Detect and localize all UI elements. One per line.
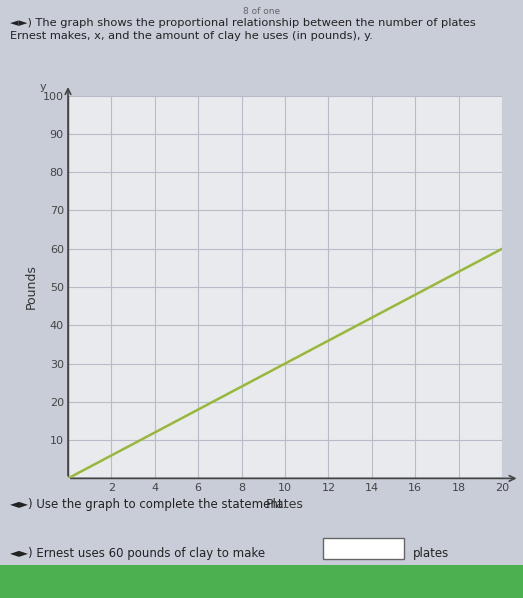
Text: 8 of one: 8 of one (243, 7, 280, 16)
Text: ◄►) The graph shows the proportional relationship between the number of plates: ◄►) The graph shows the proportional rel… (10, 18, 476, 28)
Text: ◄►) Use the graph to complete the statement.: ◄►) Use the graph to complete the statem… (10, 498, 287, 511)
Y-axis label: Pounds: Pounds (24, 264, 37, 310)
Text: ◄►) Ernest uses 60 pounds of clay to make: ◄►) Ernest uses 60 pounds of clay to mak… (10, 547, 266, 560)
Text: plates: plates (413, 547, 449, 560)
Text: y: y (40, 82, 47, 92)
X-axis label: Plates: Plates (266, 498, 304, 511)
FancyBboxPatch shape (323, 538, 404, 559)
FancyBboxPatch shape (0, 565, 523, 598)
Text: Ernest makes, x, and the amount of clay he uses (in pounds), y.: Ernest makes, x, and the amount of clay … (10, 31, 373, 41)
